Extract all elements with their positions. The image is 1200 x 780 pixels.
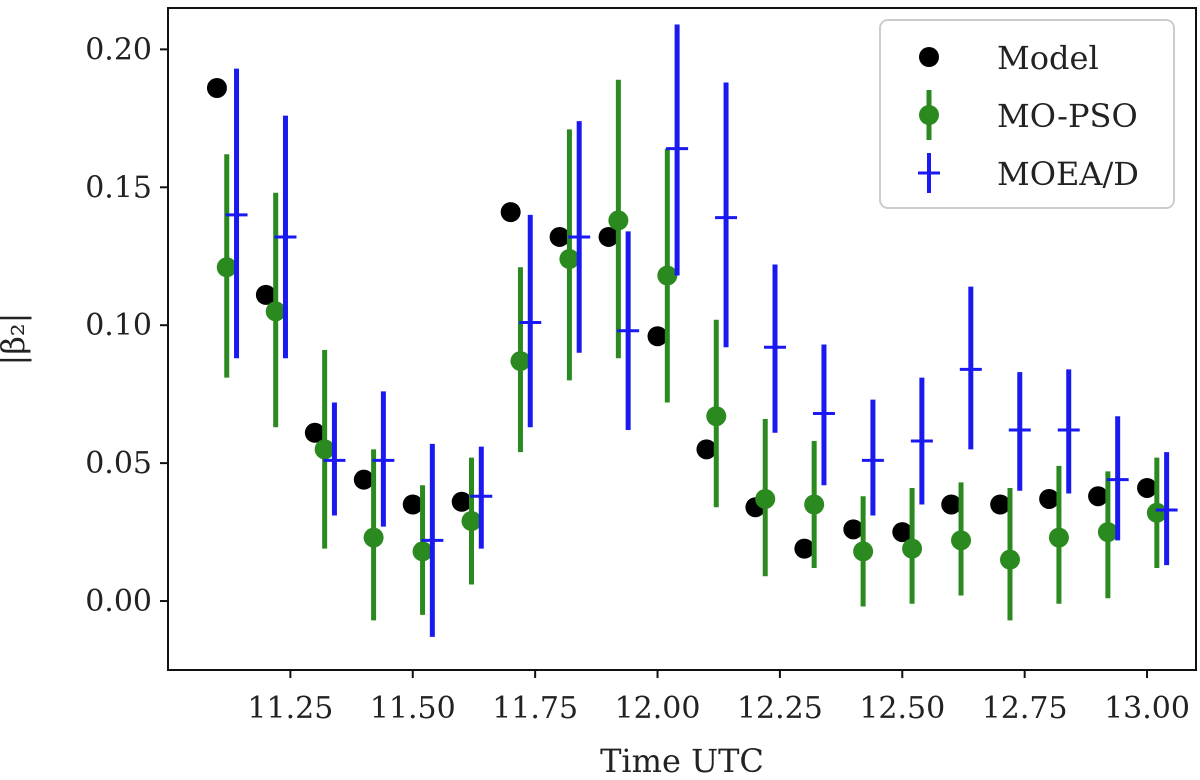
data-point — [598, 226, 619, 247]
data-point — [255, 284, 276, 305]
data-point — [696, 439, 717, 460]
data-point — [402, 494, 423, 515]
data-point — [1048, 527, 1069, 548]
data-point — [843, 519, 864, 540]
data-point — [951, 530, 972, 551]
data-point — [1097, 522, 1118, 543]
data-point — [500, 202, 521, 223]
data-point — [1088, 486, 1109, 507]
x-axis-label: Time UTC — [600, 742, 764, 780]
data-point — [304, 422, 325, 443]
data-point — [794, 538, 815, 559]
y-tick-label: 0.00 — [85, 584, 152, 619]
legend-label: MOEA/D — [997, 155, 1139, 193]
data-point — [510, 351, 531, 372]
data-point — [451, 491, 472, 512]
data-point — [1039, 488, 1060, 509]
y-tick-label: 0.10 — [85, 308, 152, 343]
y-axis-label: |β₂| — [0, 313, 32, 366]
y-tick-label: 0.20 — [85, 32, 152, 67]
data-point — [941, 494, 962, 515]
data-point — [853, 541, 874, 562]
data-point — [559, 249, 580, 270]
data-point — [706, 406, 727, 427]
legend-label: Model — [997, 39, 1099, 77]
data-point — [990, 494, 1011, 515]
data-point — [608, 210, 629, 231]
legend-marker — [919, 47, 939, 67]
data-point — [412, 541, 433, 562]
x-tick-label: 11.75 — [492, 691, 578, 726]
legend: Model MO-PSO MOEA/D — [879, 19, 1175, 209]
data-point — [999, 549, 1020, 570]
legend-marker — [919, 105, 939, 125]
data-point — [353, 469, 374, 490]
data-point — [755, 488, 776, 509]
data-point — [647, 326, 668, 347]
data-point — [902, 538, 923, 559]
legend-box — [879, 19, 1175, 209]
data-point — [804, 494, 825, 515]
data-point — [549, 226, 570, 247]
plot-marks — [206, 24, 1178, 637]
data-point — [1137, 477, 1158, 498]
data-point — [461, 511, 482, 532]
data-point — [265, 301, 286, 322]
x-tick-label: 11.25 — [247, 691, 333, 726]
plot-frame — [167, 7, 1197, 671]
x-tick-label: 12.00 — [615, 691, 701, 726]
data-point — [657, 265, 678, 286]
data-point — [206, 77, 227, 98]
x-axis: 11.25 11.50 11.75 12.00 12.25 12.50 12.75 13.00 — [247, 670, 1190, 726]
data-point — [1146, 502, 1167, 523]
x-tick-label: 11.50 — [370, 691, 456, 726]
x-tick-label: 13.00 — [1104, 691, 1190, 726]
x-tick-label: 12.25 — [737, 691, 823, 726]
x-tick-label: 12.75 — [982, 691, 1068, 726]
y-tick-label: 0.05 — [85, 446, 152, 481]
data-point — [314, 439, 335, 460]
x-tick-label: 12.50 — [859, 691, 945, 726]
data-point — [363, 527, 384, 548]
data-point — [216, 257, 237, 278]
y-axis: 0.00 0.05 0.10 0.15 0.20 — [85, 32, 168, 619]
y-tick-label: 0.15 — [85, 170, 152, 205]
legend-label: MO-PSO — [997, 97, 1138, 135]
data-point — [892, 522, 913, 543]
